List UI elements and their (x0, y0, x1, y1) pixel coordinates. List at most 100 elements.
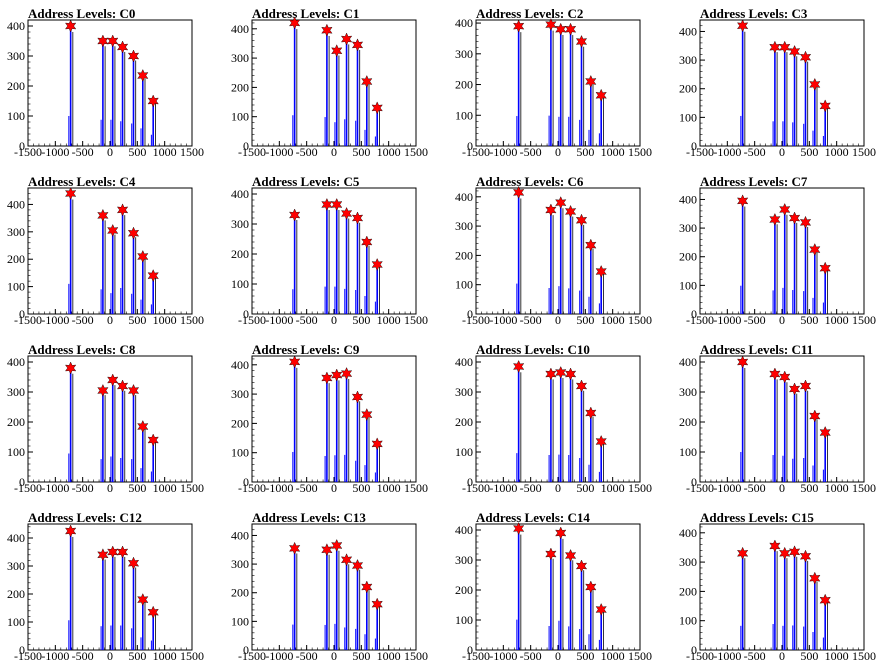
x-tick-label: 1500 (404, 481, 428, 495)
peak-marker (799, 215, 812, 229)
peak-marker (779, 40, 791, 54)
y-tick-label: 300 (7, 49, 25, 63)
x-tick-label: -1000 (41, 145, 69, 159)
peak-marker (351, 38, 364, 52)
y-tick-label: 0 (467, 139, 473, 153)
peak-marker (137, 593, 149, 607)
x-tick-label: 1000 (377, 649, 401, 663)
peak-marker (555, 526, 567, 540)
y-tick-label: 200 (231, 586, 249, 600)
x-tick-label: 1000 (825, 649, 849, 663)
x-tick-label: 1000 (601, 313, 625, 327)
peak-marker (585, 238, 597, 252)
chart-canvas: -1500 -1000 -500 0 500 1000 1500 0 100 200 300 400 (231, 523, 428, 663)
peak-marker (127, 384, 140, 397)
y-tick-label: 0 (243, 307, 249, 321)
peak-marker (809, 77, 821, 91)
x-tick-label: -1000 (713, 313, 741, 327)
y-tick-label: 0 (467, 307, 473, 321)
chart-canvas: -1500 -1000 -500 0 500 1000 1500 0 100 200 300 400 (679, 19, 876, 159)
x-tick-label: 500 (800, 649, 818, 663)
peak-marker (809, 409, 821, 423)
y-tick-label: 100 (679, 614, 697, 628)
y-tick-label: 100 (679, 445, 697, 459)
peak-marker (127, 49, 140, 63)
x-tick-label: 1500 (628, 313, 652, 327)
peak-marker (575, 559, 588, 573)
x-tick-label: 0 (555, 649, 561, 663)
peak-marker (575, 379, 588, 393)
y-tick-label: 0 (467, 643, 473, 657)
x-tick-label: 0 (107, 649, 113, 663)
y-tick-label: 200 (679, 415, 697, 429)
x-tick-label: -500 (296, 145, 318, 159)
x-tick-label: -500 (520, 313, 542, 327)
peak-marker (819, 261, 831, 275)
peak-marker (737, 19, 749, 33)
y-tick-label: 200 (455, 78, 473, 92)
x-tick-label: 0 (107, 481, 113, 495)
x-tick-label: 0 (107, 313, 113, 327)
peak-marker (137, 420, 149, 433)
peak-marker (137, 249, 149, 263)
chart-canvas: -1500 -1000 -500 0 500 1000 1500 0 100 200 300 400 (679, 187, 876, 327)
y-tick-label: 400 (231, 528, 249, 542)
peak-marker (819, 593, 831, 607)
x-tick-label: 1500 (852, 649, 876, 663)
chart-title: Address Levels: C7 (700, 174, 808, 189)
plot-frame (699, 19, 865, 147)
peak-marker (371, 437, 383, 451)
chart-title: Address Levels: C3 (700, 6, 808, 21)
y-tick-label: 300 (455, 553, 473, 567)
x-tick-label: 1500 (404, 145, 428, 159)
peak-marker (116, 40, 129, 54)
peak-marker (289, 208, 301, 222)
x-tick-label: 1000 (153, 649, 177, 663)
peak-marker (65, 361, 77, 375)
plot-frame (27, 523, 193, 651)
chart-canvas: -1500 -1000 -500 0 500 1000 1500 0 100 200 300 400 (7, 355, 204, 495)
y-tick-label: 0 (691, 643, 697, 657)
y-tick-label: 100 (231, 277, 249, 291)
y-tick-label: 400 (7, 531, 25, 545)
x-tick-label: -500 (744, 481, 766, 495)
plot-frame (475, 187, 641, 315)
x-tick-label: 500 (800, 481, 818, 495)
peak-marker (116, 203, 129, 217)
x-tick-label: -1500 (14, 145, 42, 159)
y-tick-label: 200 (679, 250, 697, 264)
y-tick-label: 0 (19, 307, 25, 321)
peak-marker (779, 202, 791, 216)
chart-canvas: -1500 -1000 -500 0 500 1000 1500 0 100 200 300 400 (7, 19, 204, 159)
x-tick-label: -1500 (238, 313, 266, 327)
peak-marker (585, 406, 597, 420)
peak-marker (340, 367, 353, 381)
peak-marker (340, 207, 353, 220)
histogram-panel: Address Levels: C15 -1500 -1000 -500 0 500 100… (672, 504, 896, 672)
y-tick-label: 200 (455, 583, 473, 597)
peak-marker (545, 367, 557, 381)
x-tick-label: -1500 (14, 313, 42, 327)
x-tick-label: 500 (128, 481, 146, 495)
peak-marker (737, 546, 749, 560)
peak-marker (371, 258, 383, 271)
peak-marker (340, 553, 353, 567)
peak-marker (575, 213, 588, 227)
chart-canvas: -1500 -1000 -500 0 500 1000 1500 0 100 200 300 400 (455, 185, 652, 327)
y-tick-label: 300 (679, 221, 697, 235)
peak-marker (513, 19, 525, 33)
peak-marker (127, 556, 140, 570)
y-tick-label: 400 (231, 187, 249, 201)
y-tick-label: 400 (455, 355, 473, 369)
y-tick-label: 300 (679, 53, 697, 67)
x-tick-label: 0 (331, 313, 337, 327)
peak-marker (575, 35, 588, 49)
x-tick-label: 1000 (825, 313, 849, 327)
x-tick-label: -500 (296, 481, 318, 495)
x-tick-label: 1000 (153, 313, 177, 327)
plot-frame (475, 19, 641, 147)
y-tick-label: 300 (231, 217, 249, 231)
peak-marker (788, 45, 801, 58)
chart-title: Address Levels: C9 (252, 342, 360, 357)
